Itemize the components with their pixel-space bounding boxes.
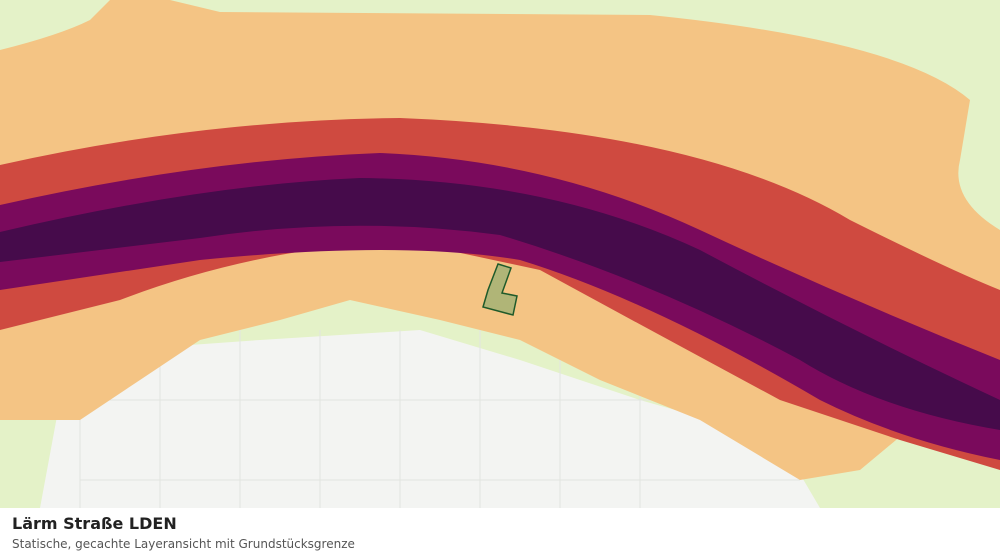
noise-map — [0, 0, 1000, 508]
caption-title: Lärm Straße LDEN — [12, 514, 177, 533]
background-grey — [40, 330, 820, 508]
noise-band-75 — [0, 178, 1000, 430]
parcel-boundary[interactable] — [482, 263, 518, 316]
caption-subtitle: Statische, gecachte Layeransicht mit Gru… — [12, 537, 355, 551]
caption: Lärm Straße LDEN Statische, gecachte Lay… — [0, 508, 1000, 560]
